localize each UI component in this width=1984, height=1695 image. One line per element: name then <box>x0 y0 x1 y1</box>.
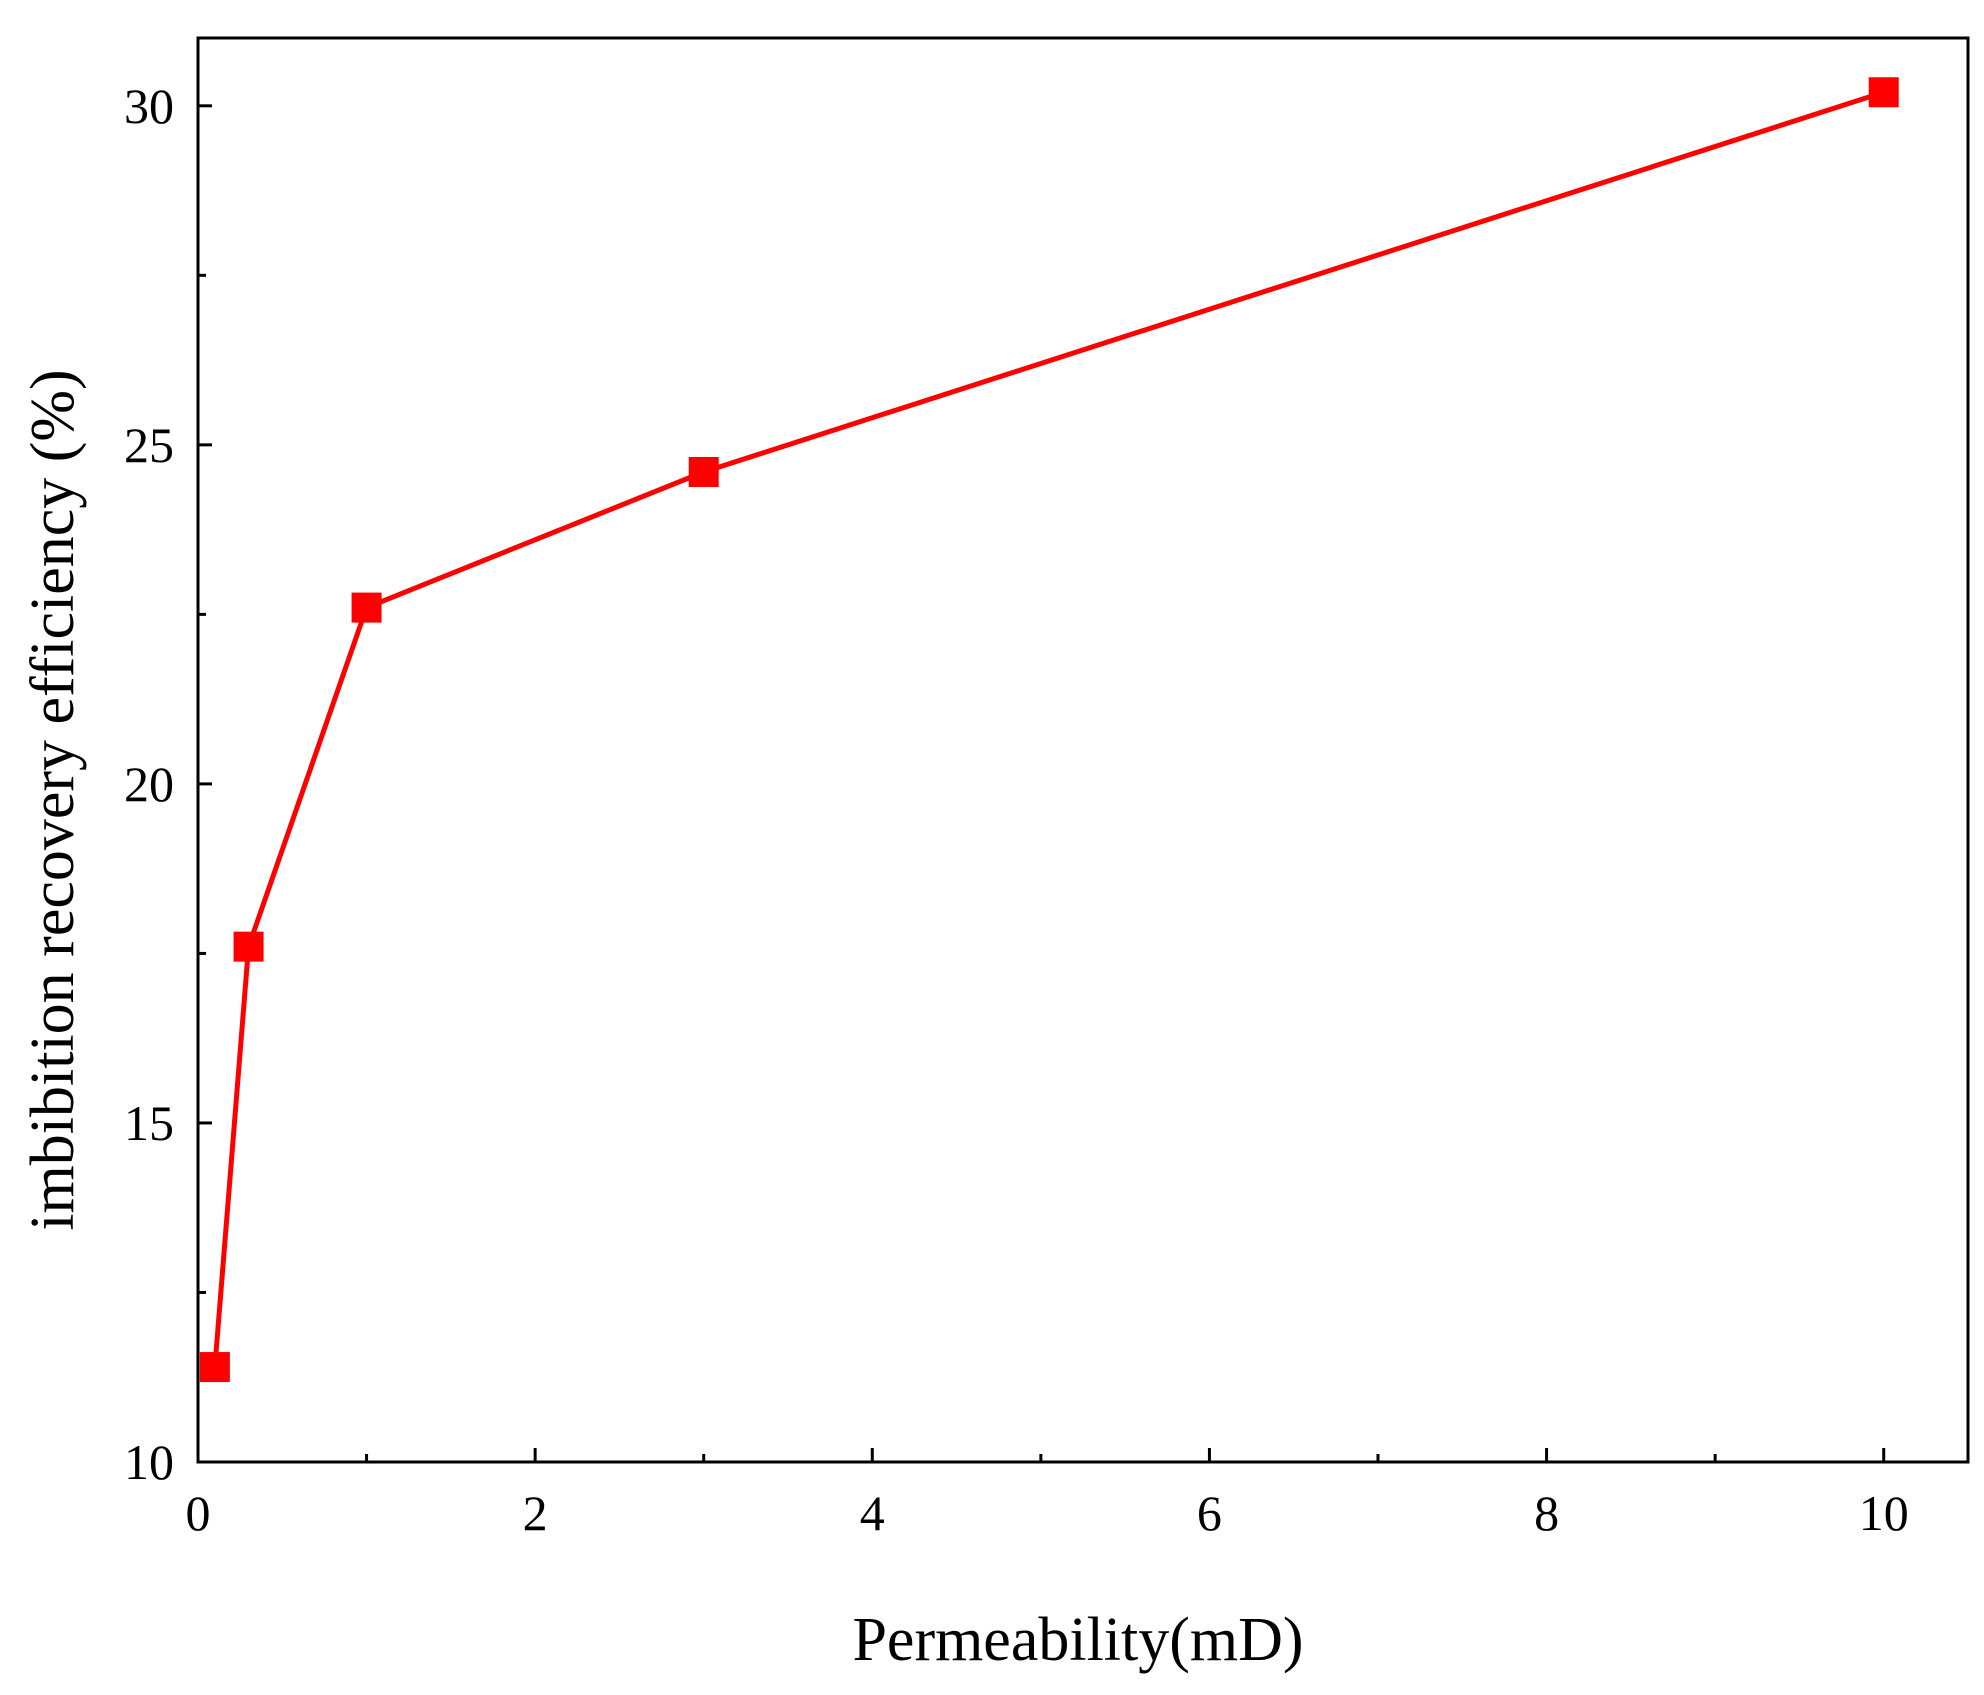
plot-frame <box>196 36 1970 1464</box>
x-tick-label: 10 <box>1859 1485 1909 1541</box>
y-axis-label: imbibition recovery efficiency (%) <box>19 369 87 1230</box>
y-tick-label: 15 <box>124 1095 174 1151</box>
data-point <box>1868 77 1899 108</box>
axes <box>196 36 1970 1464</box>
data-point <box>688 456 719 487</box>
x-tick-label: 0 <box>186 1485 211 1541</box>
data-point <box>199 1352 230 1383</box>
y-tick-label: 10 <box>124 1434 174 1490</box>
y-tick-label: 30 <box>124 78 174 134</box>
data-point <box>351 592 382 623</box>
x-tick-label: 4 <box>860 1485 885 1541</box>
x-axis-label: Permeability(mD) <box>852 1606 1303 1674</box>
data-point <box>233 931 264 962</box>
y-tick-label: 20 <box>124 756 174 812</box>
tick-labels: 0 2 4 6 8 10 10 15 20 25 30 <box>124 78 1909 1541</box>
plot-area <box>199 77 1899 1383</box>
ticks <box>196 104 1886 1464</box>
x-tick-label: 8 <box>1534 1485 1559 1541</box>
series-line <box>212 89 1885 1368</box>
y-tick-label: 25 <box>124 417 174 473</box>
x-tick-label: 2 <box>523 1485 548 1541</box>
x-tick-label: 6 <box>1197 1485 1222 1541</box>
